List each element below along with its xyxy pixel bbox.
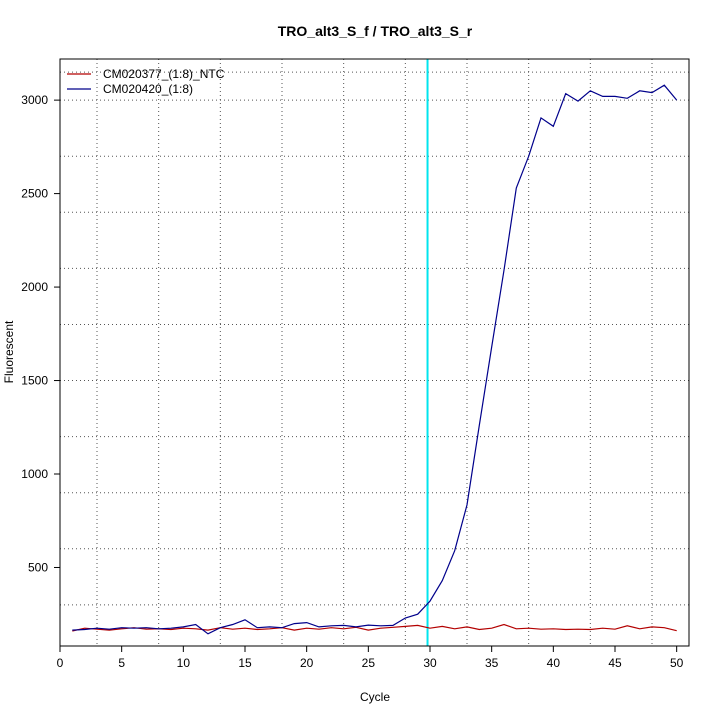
- grid: [60, 59, 689, 646]
- series-line-2: [72, 84, 678, 635]
- x-tick-label: 30: [423, 656, 437, 670]
- series-lines: [72, 84, 678, 635]
- y-tick-label: 2000: [21, 280, 48, 294]
- x-axis-label: Cycle: [360, 690, 390, 704]
- legend-label: CM020420_(1:8): [103, 82, 193, 96]
- x-tick-label: 35: [485, 656, 499, 670]
- y-tick-label: 1000: [21, 467, 48, 481]
- series-line-1: [72, 623, 677, 632]
- x-tick-label: 45: [608, 656, 622, 670]
- y-axis: 500 1000 1500 2000 2500 3000: [21, 93, 60, 574]
- chart-title: TRO_alt3_S_f / TRO_alt3_S_r: [278, 23, 473, 39]
- x-tick-label: 40: [547, 656, 561, 670]
- x-tick-label: 50: [670, 656, 684, 670]
- legend-label: CM020377_(1:8)_NTC: [103, 67, 225, 81]
- y-tick-label: 2500: [21, 187, 48, 201]
- x-tick-label: 10: [177, 656, 191, 670]
- x-axis: 0 5 10 15 20 25 30 35 40 45 50: [57, 646, 684, 670]
- x-tick-label: 25: [362, 656, 376, 670]
- x-tick-label: 15: [238, 656, 252, 670]
- y-axis-label: Fluorescent: [2, 320, 16, 383]
- x-tick-label: 5: [118, 656, 125, 670]
- plot-frame: [59, 58, 690, 647]
- y-tick-label: 1500: [21, 374, 48, 388]
- x-tick-label: 0: [57, 656, 64, 670]
- x-tick-label: 20: [300, 656, 314, 670]
- y-tick-label: 500: [28, 560, 48, 574]
- y-tick-label: 3000: [21, 93, 48, 107]
